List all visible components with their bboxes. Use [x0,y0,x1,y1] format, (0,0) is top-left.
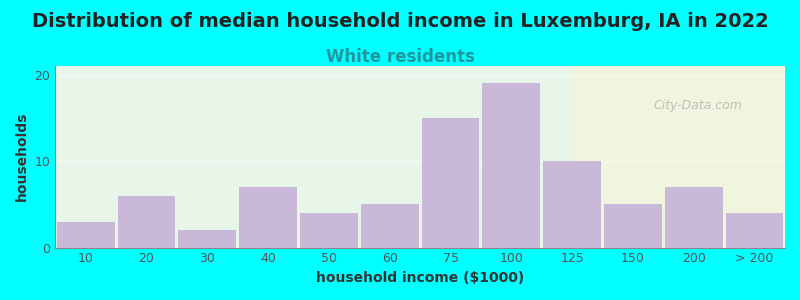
Bar [726,213,783,248]
Y-axis label: households: households [15,112,29,202]
Bar [118,196,175,247]
Text: Distribution of median household income in Luxemburg, IA in 2022: Distribution of median household income … [32,12,768,31]
Bar [361,204,418,248]
Bar [178,230,236,248]
Bar [300,213,358,248]
Text: City-Data.com: City-Data.com [654,99,742,112]
Bar [665,187,722,247]
Text: White residents: White residents [326,48,474,66]
Bar [572,66,785,248]
X-axis label: household income ($1000): household income ($1000) [316,271,524,285]
Bar [55,66,572,248]
Bar [543,161,601,248]
Bar [239,187,297,247]
Bar [482,83,540,247]
Bar [57,222,114,247]
Bar [604,204,662,248]
Bar [422,118,479,248]
